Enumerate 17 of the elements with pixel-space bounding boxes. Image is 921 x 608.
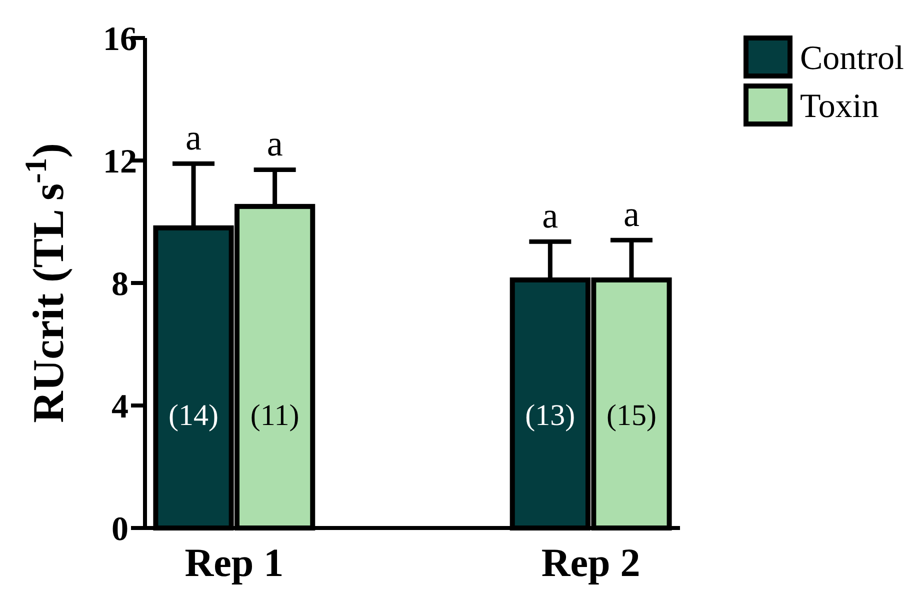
y-tick-label: 0 — [112, 510, 128, 548]
annotation: (15) — [606, 398, 656, 432]
legend-label: Toxin — [800, 88, 879, 125]
annotation: (14) — [168, 398, 219, 432]
x-tick-label: Rep 2 — [541, 540, 640, 585]
y-tick-label: 16 — [103, 20, 137, 58]
y-tick-label: 4 — [112, 388, 128, 426]
legend-label: Control — [800, 40, 904, 77]
y-tick-label: 12 — [103, 143, 137, 180]
annotation: (11) — [250, 398, 300, 432]
annotation: (13) — [525, 398, 576, 432]
annotation: a — [266, 124, 283, 164]
annotation: a — [542, 196, 558, 236]
annotation: a — [623, 194, 640, 234]
annotation: a — [186, 118, 202, 158]
y-tick-label: 8 — [112, 266, 128, 303]
x-tick-label: Rep 1 — [184, 540, 284, 585]
